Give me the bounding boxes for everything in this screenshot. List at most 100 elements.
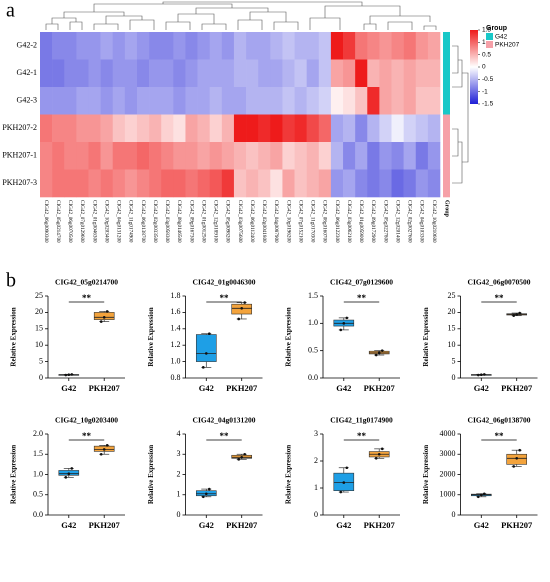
data-point	[237, 458, 241, 461]
heatmap-cell	[76, 32, 89, 60]
heatmap-cell	[40, 59, 53, 88]
heatmap-cell	[403, 169, 417, 198]
column-label: CIG42_06g0070500	[67, 200, 73, 243]
y-tick-label: 3000	[440, 449, 456, 458]
heatmap-cell	[391, 87, 404, 115]
heatmap-cell	[270, 87, 283, 115]
y-tick-label: 1	[314, 483, 318, 492]
heatmap-cell	[379, 142, 392, 170]
heatmap-cell	[185, 59, 198, 88]
heatmap-cell	[124, 114, 138, 143]
heatmap-cell	[197, 59, 210, 88]
heatmap-cell	[355, 142, 368, 170]
data-point	[105, 310, 109, 313]
heatmap-cell	[185, 114, 198, 143]
heatmap-cell	[88, 87, 101, 115]
y-axis-label: Relative Expression	[147, 445, 155, 504]
data-point	[243, 301, 247, 304]
y-axis-label: Relative Expression	[147, 307, 155, 366]
y-tick-label: 1.2	[171, 340, 181, 349]
x-tick-label: PKH207	[89, 520, 121, 530]
data-point	[345, 316, 349, 320]
data-point	[102, 448, 106, 451]
heatmap-cell	[294, 114, 307, 143]
heatmap-cell	[330, 87, 344, 115]
heatmap-cell	[233, 142, 247, 170]
heatmap-cell	[355, 87, 368, 115]
heatmap-cell	[330, 114, 344, 143]
y-tick-label: 25	[448, 291, 456, 300]
heatmap-cell	[136, 87, 150, 115]
colorbar	[470, 30, 478, 104]
row-label: G42-3	[17, 96, 37, 105]
heatmap-cell	[100, 114, 114, 143]
heatmap-cell	[282, 142, 295, 170]
data-point	[207, 332, 211, 336]
heatmap-cell	[221, 59, 235, 88]
column-label: CIG42_03g0058300	[164, 200, 170, 243]
heatmap-cell	[40, 87, 53, 115]
y-tick-label: 2	[177, 469, 181, 478]
heatmap-cell	[221, 142, 235, 170]
x-tick-label: G42	[199, 520, 214, 530]
heatmap-cell	[124, 59, 138, 88]
heatmap-cell	[124, 169, 138, 198]
row-label: G42-1	[17, 68, 37, 77]
data-point	[512, 465, 516, 468]
heatmap-cell	[343, 59, 356, 88]
heatmap-cell	[161, 114, 174, 143]
heatmap-cell	[76, 169, 89, 198]
data-point	[479, 373, 483, 377]
x-tick-label: G42	[474, 383, 489, 393]
column-label: CIG42_10g0203400	[103, 200, 109, 243]
data-point	[482, 492, 486, 496]
y-tick-label: 1.8	[171, 291, 181, 300]
data-point	[377, 351, 381, 355]
row-dendrogram	[452, 45, 469, 184]
heatmap-cell	[197, 87, 210, 115]
heatmap-cell	[221, 32, 235, 60]
heatmap-cell	[233, 87, 247, 115]
y-tick-label: 5	[39, 356, 43, 365]
heatmap-cell	[330, 32, 344, 60]
heatmap-cell	[52, 87, 65, 115]
heatmap-cell	[391, 142, 404, 170]
heatmap-cell	[379, 87, 392, 115]
y-tick-label: 0	[314, 510, 318, 519]
y-tick-label: 4	[177, 429, 181, 438]
heatmap-cell	[246, 59, 259, 88]
heatmap-cell	[427, 142, 441, 170]
y-tick-label: 1.0	[308, 318, 318, 327]
heatmap-cell	[40, 142, 53, 170]
heatmap-cell	[100, 87, 114, 115]
heatmap-cell	[64, 114, 77, 143]
heatmap-cell	[100, 32, 114, 60]
heatmap-cell	[112, 59, 126, 88]
heatmap-cell	[40, 32, 53, 60]
heatmap-cell	[318, 32, 332, 60]
heatmap-cell	[330, 142, 344, 170]
row-label: PKH207-3	[2, 178, 37, 187]
group-cell	[443, 32, 450, 60]
y-tick-label: 1000	[440, 490, 456, 499]
heatmap-cell	[221, 114, 235, 143]
column-label: CIG42_06g0090300	[43, 200, 49, 243]
heatmap-cell	[427, 59, 441, 88]
data-point	[64, 476, 68, 479]
heatmap-cell	[427, 169, 441, 198]
column-label: CIG42_12g0189100	[213, 200, 219, 243]
y-tick-label: 2	[314, 456, 318, 465]
y-axis-label: Relative Expression	[422, 307, 430, 366]
y-tick-label: 0.0	[308, 373, 318, 382]
column-label: CIG42_11g0174900	[128, 200, 134, 243]
y-tick-label: 1.0	[33, 469, 43, 478]
heatmap-cell	[306, 114, 320, 143]
heatmap-cell	[355, 59, 368, 88]
data-point	[207, 487, 211, 491]
heatmap-cell	[161, 32, 174, 60]
y-tick-label: 0.0	[33, 510, 43, 519]
heatmap-cell	[246, 142, 259, 170]
heatmap-cell	[330, 169, 344, 198]
column-label: CIG42_10g0210600	[431, 200, 437, 243]
